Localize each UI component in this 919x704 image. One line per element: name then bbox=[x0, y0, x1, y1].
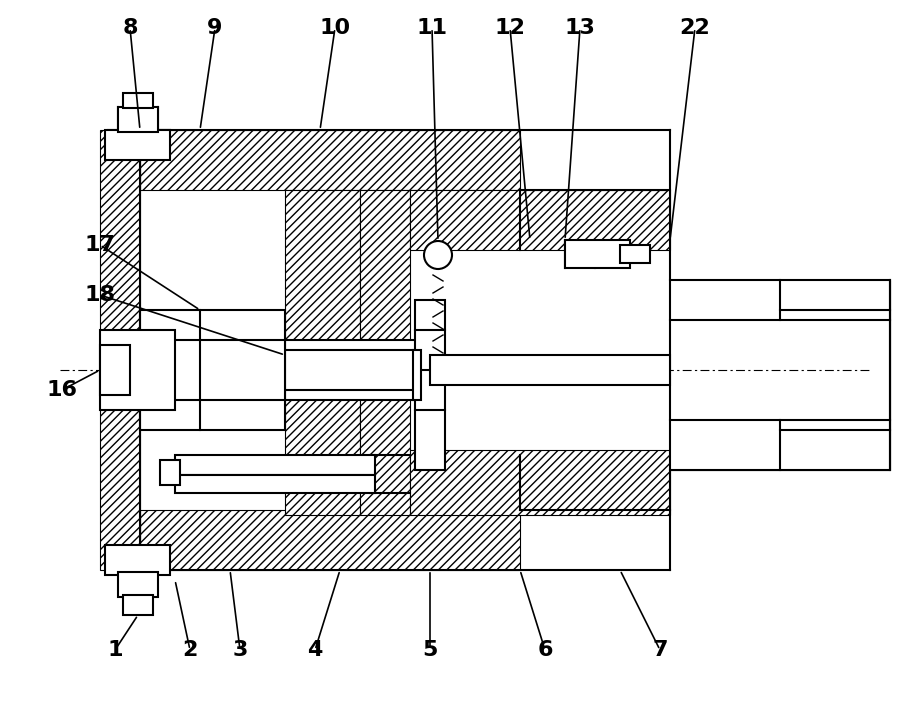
Bar bbox=[105, 545, 170, 575]
Text: 4: 4 bbox=[307, 640, 323, 660]
Text: 22: 22 bbox=[679, 18, 709, 38]
Bar bbox=[619, 245, 650, 263]
Bar bbox=[849, 320, 889, 430]
Bar bbox=[140, 510, 519, 570]
Bar bbox=[429, 355, 669, 385]
Bar bbox=[410, 450, 669, 515]
Circle shape bbox=[424, 241, 451, 269]
Bar bbox=[140, 310, 285, 430]
Bar bbox=[100, 330, 175, 410]
Bar bbox=[285, 340, 429, 400]
Bar bbox=[175, 475, 375, 493]
Bar bbox=[359, 190, 410, 515]
Bar bbox=[414, 300, 445, 470]
Bar bbox=[564, 240, 630, 268]
Text: 6: 6 bbox=[537, 640, 552, 660]
Bar bbox=[140, 130, 519, 190]
Text: 12: 12 bbox=[494, 18, 525, 38]
Text: 16: 16 bbox=[47, 380, 77, 400]
Bar bbox=[160, 460, 180, 485]
Bar bbox=[118, 107, 158, 132]
Text: 11: 11 bbox=[416, 18, 447, 38]
Text: 17: 17 bbox=[85, 235, 116, 255]
Bar bbox=[123, 595, 153, 615]
Text: 1: 1 bbox=[108, 640, 122, 660]
Bar bbox=[100, 130, 140, 570]
Bar bbox=[669, 280, 889, 320]
Text: 7: 7 bbox=[652, 640, 667, 660]
Text: 13: 13 bbox=[564, 18, 595, 38]
Text: 2: 2 bbox=[182, 640, 198, 660]
Bar bbox=[410, 190, 669, 250]
Bar bbox=[123, 93, 153, 108]
Bar bbox=[669, 430, 889, 470]
Bar bbox=[413, 350, 421, 400]
Bar bbox=[118, 572, 158, 597]
Bar bbox=[175, 455, 375, 475]
Bar bbox=[105, 130, 170, 160]
Text: 18: 18 bbox=[85, 285, 116, 305]
Text: 8: 8 bbox=[122, 18, 138, 38]
Text: 5: 5 bbox=[422, 640, 437, 660]
Bar bbox=[285, 360, 359, 515]
Text: 3: 3 bbox=[233, 640, 247, 660]
Bar bbox=[100, 345, 130, 395]
Text: 10: 10 bbox=[319, 18, 350, 38]
Bar bbox=[285, 190, 359, 345]
Bar bbox=[669, 280, 889, 470]
Text: 9: 9 bbox=[207, 18, 222, 38]
